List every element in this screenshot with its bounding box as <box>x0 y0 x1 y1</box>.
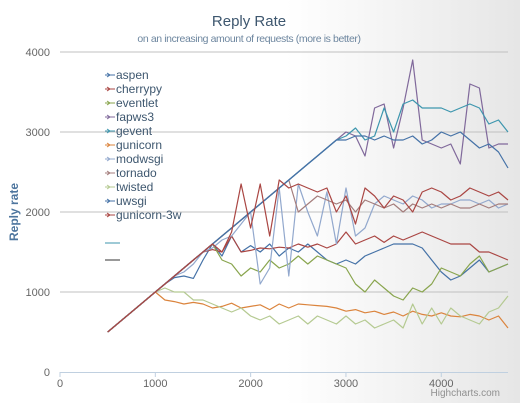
legend-label: twisted <box>116 180 153 194</box>
legend-label: tornado <box>116 166 157 180</box>
series-line-gunicorn[interactable] <box>107 291 509 333</box>
legend-item-gunicorn-3w[interactable]: gunicorn-3w <box>105 208 182 222</box>
legend-marker-icon <box>106 170 111 176</box>
legend-label: gevent <box>116 124 153 138</box>
x-tick-label: 0 <box>57 378 63 390</box>
legend-marker-icon <box>106 142 111 148</box>
legend-label: gunicorn <box>116 138 162 152</box>
y-tick-label: 4000 <box>26 47 50 59</box>
y-axis-label: Reply rate <box>7 183 21 241</box>
legend-label: gunicorn-3w <box>116 208 182 222</box>
x-tick-label: 3000 <box>334 378 358 390</box>
x-tick-label: 2000 <box>238 378 262 390</box>
grid <box>60 51 508 293</box>
legend-item-cherrypy[interactable]: cherrypy <box>105 82 162 96</box>
legend-marker-icon <box>106 156 111 162</box>
chart-subtitle: on an increasing amount of requests (mor… <box>137 33 360 45</box>
series-line-modwsgi[interactable] <box>107 183 509 333</box>
legend[interactable]: aspencherrypyeventletfapws3geventgunicor… <box>105 68 182 261</box>
legend-item-tornado[interactable]: tornado <box>105 166 157 180</box>
legend-marker-icon <box>106 212 111 218</box>
legend-label: fapws3 <box>116 110 154 124</box>
legend-marker-icon <box>106 114 111 120</box>
legend-item-twisted[interactable]: twisted <box>105 180 153 194</box>
legend-marker-icon <box>106 72 111 78</box>
legend-label: cherrypy <box>116 82 162 96</box>
legend-item-gevent[interactable]: gevent <box>105 124 153 138</box>
series-line-gunicorn-3w[interactable] <box>107 179 509 333</box>
legend-label: modwsgi <box>116 152 163 166</box>
x-tick-label: 1000 <box>143 378 167 390</box>
axes: 0 1000 2000 3000 4000 0 1000 2000 3000 4000 <box>26 47 508 390</box>
plot-series <box>107 59 509 333</box>
legend-item-gunicorn[interactable]: gunicorn <box>105 138 162 152</box>
y-tick-label: 1000 <box>26 287 50 299</box>
x-tick-label: 4000 <box>429 378 453 390</box>
y-tick-label: 3000 <box>26 127 50 139</box>
legend-marker-icon <box>106 86 111 92</box>
chart-title: Reply Rate <box>212 13 286 30</box>
y-tick-label: 2000 <box>26 207 50 219</box>
legend-item-eventlet[interactable]: eventlet <box>105 96 159 110</box>
legend-item-aspen[interactable]: aspen <box>105 68 149 82</box>
legend-marker-icon <box>106 128 111 134</box>
legend-marker-icon <box>106 198 111 204</box>
credits-link[interactable]: Highcharts.com <box>431 388 500 399</box>
y-tick-label: 0 <box>44 367 50 379</box>
legend-label: aspen <box>116 68 149 82</box>
legend-label: eventlet <box>116 96 159 110</box>
series-line-twisted[interactable] <box>107 287 509 333</box>
legend-marker-icon <box>106 184 111 190</box>
legend-item-uwsgi[interactable]: uwsgi <box>105 194 147 208</box>
legend-item-fapws3[interactable]: fapws3 <box>105 110 154 124</box>
legend-label: uwsgi <box>116 194 147 208</box>
legend-item-modwsgi[interactable]: modwsgi <box>105 152 163 166</box>
legend-marker-icon <box>106 100 111 106</box>
